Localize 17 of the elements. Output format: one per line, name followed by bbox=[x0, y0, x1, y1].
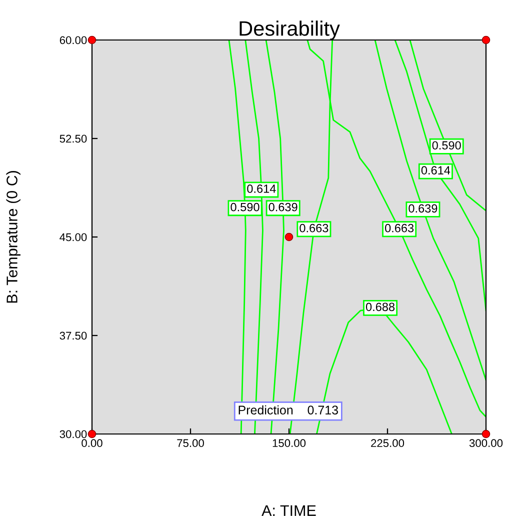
y-tick-label: 37.50 bbox=[60, 332, 87, 340]
x-tick-label: 225.00 bbox=[371, 439, 404, 448]
line-series bbox=[409, 40, 486, 212]
y-axis-title: B: Temprature (0 C) bbox=[6, 171, 20, 303]
x-tick-label: 150.00 bbox=[272, 439, 306, 448]
x-tick-label: 75.00 bbox=[177, 439, 204, 448]
point bbox=[284, 232, 294, 242]
point bbox=[482, 36, 490, 44]
x-axis-title: A: TIME bbox=[262, 505, 316, 516]
chart-title: Desirability bbox=[240, 20, 340, 40]
x-tick-label: 300.00 bbox=[469, 439, 503, 448]
y-tick-label: 45.00 bbox=[60, 233, 87, 242]
y-tick-label: 60.00 bbox=[60, 36, 87, 44]
annotation: Prediction 0.713 bbox=[238, 405, 338, 415]
y-tick-label: 52.50 bbox=[60, 134, 87, 143]
x-tick-label: 0.00 bbox=[82, 439, 102, 448]
y-tick-label: 30.00 bbox=[60, 430, 87, 438]
